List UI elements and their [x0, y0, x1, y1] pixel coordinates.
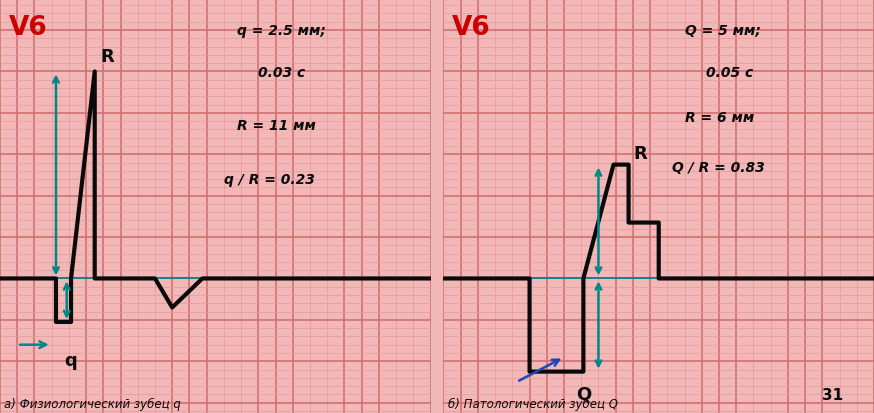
Text: 31: 31	[822, 387, 843, 401]
Text: q: q	[65, 351, 78, 370]
Text: V6: V6	[452, 15, 491, 41]
Text: R = 6 мм: R = 6 мм	[684, 111, 753, 125]
Text: R: R	[101, 48, 114, 66]
Text: а) Физиологический зубец q: а) Физиологический зубец q	[4, 397, 181, 410]
Text: q / R = 0.23: q / R = 0.23	[224, 173, 315, 187]
Text: 0.05 с: 0.05 с	[706, 65, 753, 79]
Text: q = 2.5 мм;: q = 2.5 мм;	[237, 24, 326, 38]
Text: Q: Q	[576, 385, 591, 403]
Text: R = 11 мм: R = 11 мм	[237, 119, 316, 133]
Text: V6: V6	[9, 15, 47, 41]
Text: R: R	[633, 145, 647, 163]
Text: 0.03 с: 0.03 с	[259, 65, 306, 79]
Text: Q = 5 мм;: Q = 5 мм;	[684, 24, 760, 38]
Text: Q / R = 0.83: Q / R = 0.83	[671, 160, 765, 174]
Text: б) Патологический зубец Q: б) Патологический зубец Q	[447, 397, 618, 410]
